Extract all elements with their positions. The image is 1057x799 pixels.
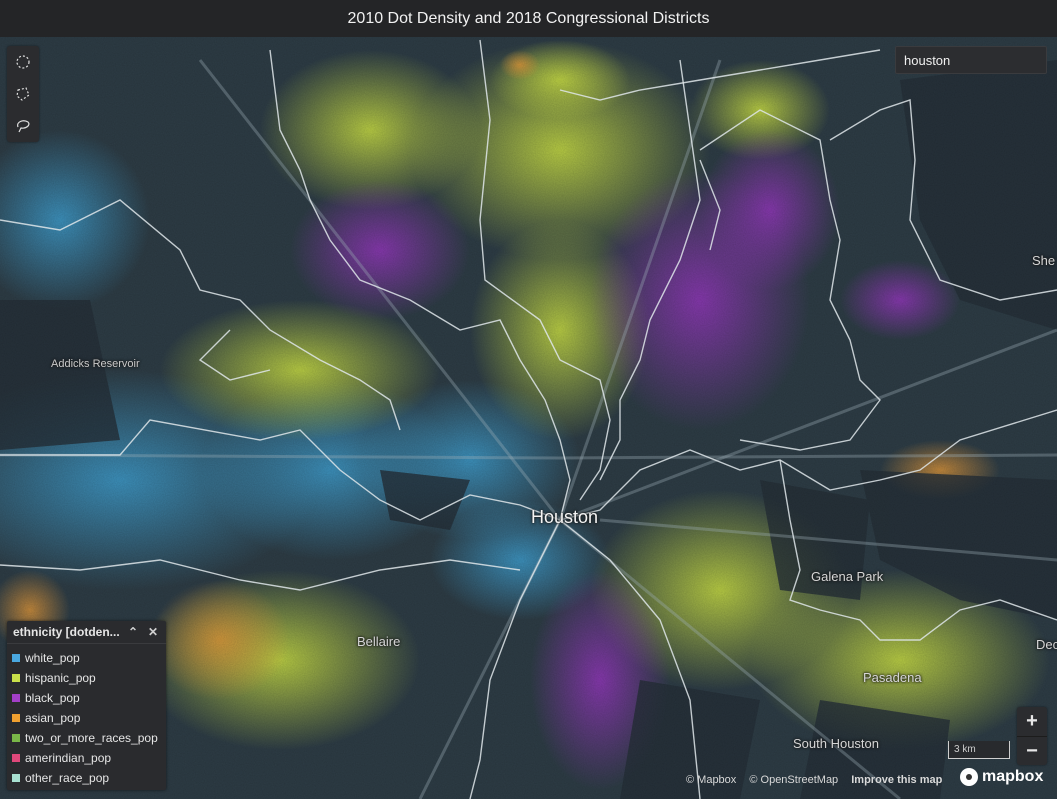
scale-bar: 3 km — [948, 741, 1010, 759]
legend-item-label: hispanic_pop — [25, 671, 96, 685]
dot-texture — [0, 37, 1057, 799]
place-label-dec: Dec — [1036, 637, 1057, 652]
legend-swatch — [12, 754, 20, 762]
circle-select-icon[interactable] — [7, 46, 39, 78]
draw-tools-panel — [7, 46, 39, 142]
mapbox-logo[interactable]: mapbox — [960, 768, 1043, 786]
search-input[interactable] — [895, 46, 1047, 74]
legend-swatch — [12, 774, 20, 782]
legend-header: ethnicity [dotden... ⌃ ✕ — [7, 621, 166, 644]
app-title: 2010 Dot Density and 2018 Congressional … — [0, 0, 1057, 38]
improve-map-link[interactable]: Improve this map — [851, 774, 943, 786]
legend-swatch — [12, 714, 20, 722]
map-svg[interactable] — [0, 37, 1057, 799]
osm-attribution-link[interactable]: © OpenStreetMap — [749, 774, 839, 786]
legend-item[interactable]: asian_pop — [7, 708, 166, 728]
legend-item-label: amerindian_pop — [25, 751, 112, 765]
polygon-select-icon[interactable] — [7, 78, 39, 110]
legend-title: ethnicity [dotden... — [13, 625, 120, 639]
zoom-out-button[interactable]: − — [1026, 740, 1038, 762]
mapbox-logo-text: mapbox — [982, 768, 1044, 785]
legend-item-label: two_or_more_races_pop — [25, 731, 158, 745]
map-canvas[interactable]: Addicks Reservoir Houston Bellaire Galen… — [0, 37, 1057, 799]
legend-item-label: other_race_pop — [25, 771, 110, 785]
legend-item[interactable]: two_or_more_races_pop — [7, 728, 166, 748]
legend-item-label: black_pop — [25, 691, 80, 705]
lasso-select-icon[interactable] — [7, 110, 39, 142]
place-label-south-houston: South Houston — [793, 736, 880, 751]
close-icon[interactable]: ✕ — [147, 625, 159, 639]
congressional-district-lines — [0, 39, 1057, 799]
legend-swatch — [12, 674, 20, 682]
place-label-galena-park: Galena Park — [811, 569, 884, 584]
legend-swatch — [12, 654, 20, 662]
place-label-she: She — [1032, 253, 1056, 268]
legend-swatch — [12, 694, 20, 702]
legend-item-label: white_pop — [25, 651, 80, 665]
legend-item-label: asian_pop — [25, 711, 81, 725]
place-label-bellaire: Bellaire — [357, 634, 401, 649]
highways — [0, 59, 1057, 799]
legend-item[interactable]: hispanic_pop — [7, 668, 166, 688]
place-label-addicks-reservoir: Addicks Reservoir — [51, 358, 140, 370]
place-label-pasadena: Pasadena — [863, 670, 922, 685]
legend-item[interactable]: amerindian_pop — [7, 748, 166, 768]
legend-item[interactable]: other_race_pop — [7, 768, 166, 788]
mapbox-logo-icon — [960, 768, 978, 786]
zoom-in-button[interactable]: + — [1017, 707, 1047, 737]
place-label-houston: Houston — [531, 507, 599, 527]
legend-swatch — [12, 734, 20, 742]
attribution: © Mapbox © OpenStreetMap Improve this ma… — [686, 774, 952, 786]
zoom-control: + − — [1017, 707, 1047, 765]
chevron-up-icon[interactable]: ⌃ — [127, 625, 139, 639]
legend-item[interactable]: black_pop — [7, 688, 166, 708]
legend-item[interactable]: white_pop — [7, 648, 166, 668]
mapbox-attribution-link[interactable]: © Mapbox — [686, 774, 737, 786]
